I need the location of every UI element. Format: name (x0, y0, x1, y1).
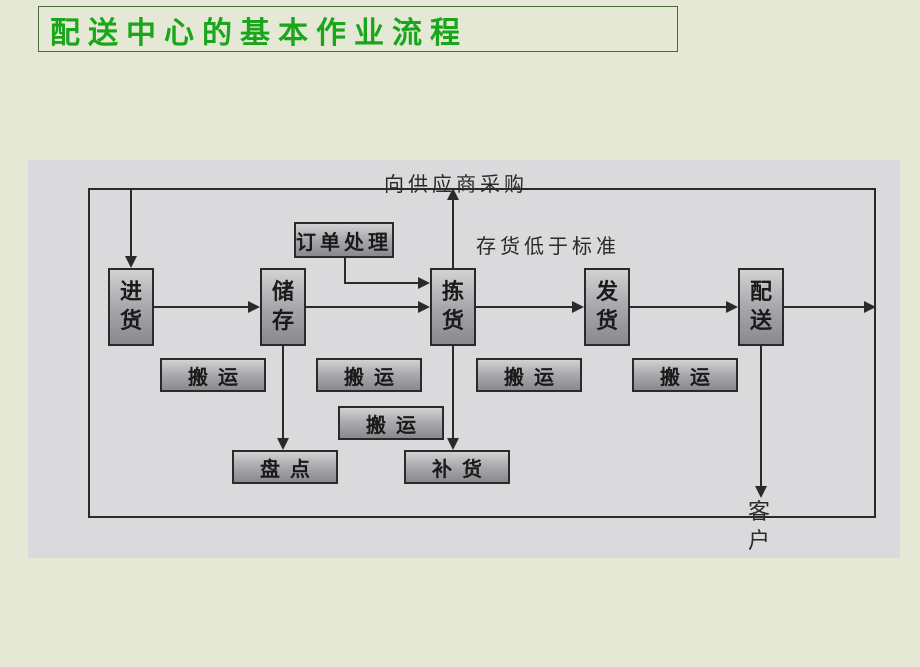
node-store-c1: 储 (272, 278, 294, 307)
arrow-order-right (344, 282, 418, 284)
node-ship-c2: 货 (596, 307, 618, 336)
arrow-ship-deliver (630, 306, 726, 308)
arrow-receive-store-head (248, 301, 260, 313)
arrow-receive-store (154, 306, 248, 308)
flowchart: 向供应商采购 存货低于标准 客 户 进货 储存 订单处理 拣货 发货 配送 搬运… (28, 160, 900, 558)
arrow-deliver-frame-head (864, 301, 876, 313)
label-customer-2: 户 (748, 527, 772, 556)
node-receive: 进货 (108, 268, 154, 346)
arrow-pick-ship-head (572, 301, 584, 313)
node-order: 订单处理 (294, 222, 394, 258)
arrow-deliver-frame (784, 306, 864, 308)
arrow-pick-up (452, 200, 454, 268)
node-trans-1: 搬运 (160, 358, 266, 392)
arrow-store-count (282, 346, 284, 438)
label-customer: 客 户 (748, 498, 772, 555)
node-deliver-c2: 送 (750, 307, 772, 336)
node-ship: 发货 (584, 268, 630, 346)
arrow-pick-ship (476, 306, 572, 308)
arrow-store-pick-head (418, 301, 430, 313)
arrow-order-down (344, 258, 346, 284)
arrow-frame-to-receive-head (125, 256, 137, 268)
arrow-store-pick (306, 306, 418, 308)
arrow-pick-up-head (447, 188, 459, 200)
arrow-ship-deliver-head (726, 301, 738, 313)
arrow-pick-replen-head (447, 438, 459, 450)
label-stock-below: 存货低于标准 (476, 230, 620, 259)
node-trans-2: 搬运 (316, 358, 422, 392)
node-store-c2: 存 (272, 307, 294, 336)
node-pick-c1: 拣 (442, 278, 464, 307)
arrow-store-count-head (277, 438, 289, 450)
node-pick: 拣货 (430, 268, 476, 346)
arrow-pick-replen (452, 346, 454, 438)
node-receive-c2: 货 (120, 307, 142, 336)
node-receive-c1: 进 (120, 278, 142, 307)
node-ship-c1: 发 (596, 278, 618, 307)
node-trans-5: 搬运 (338, 406, 444, 440)
node-deliver: 配送 (738, 268, 784, 346)
arrow-deliver-down-head (755, 486, 767, 498)
arrow-order-right-head (418, 277, 430, 289)
node-store: 储存 (260, 268, 306, 346)
arrow-frame-to-receive (130, 188, 132, 256)
node-trans-4: 搬运 (632, 358, 738, 392)
page-title: 配送中心的基本作业流程 (50, 8, 468, 52)
node-replen: 补货 (404, 450, 510, 484)
node-trans-3: 搬运 (476, 358, 582, 392)
arrow-deliver-down (760, 346, 762, 486)
label-customer-1: 客 (748, 498, 772, 527)
node-pick-c2: 货 (442, 307, 464, 336)
node-deliver-c1: 配 (750, 278, 772, 307)
node-count: 盘点 (232, 450, 338, 484)
